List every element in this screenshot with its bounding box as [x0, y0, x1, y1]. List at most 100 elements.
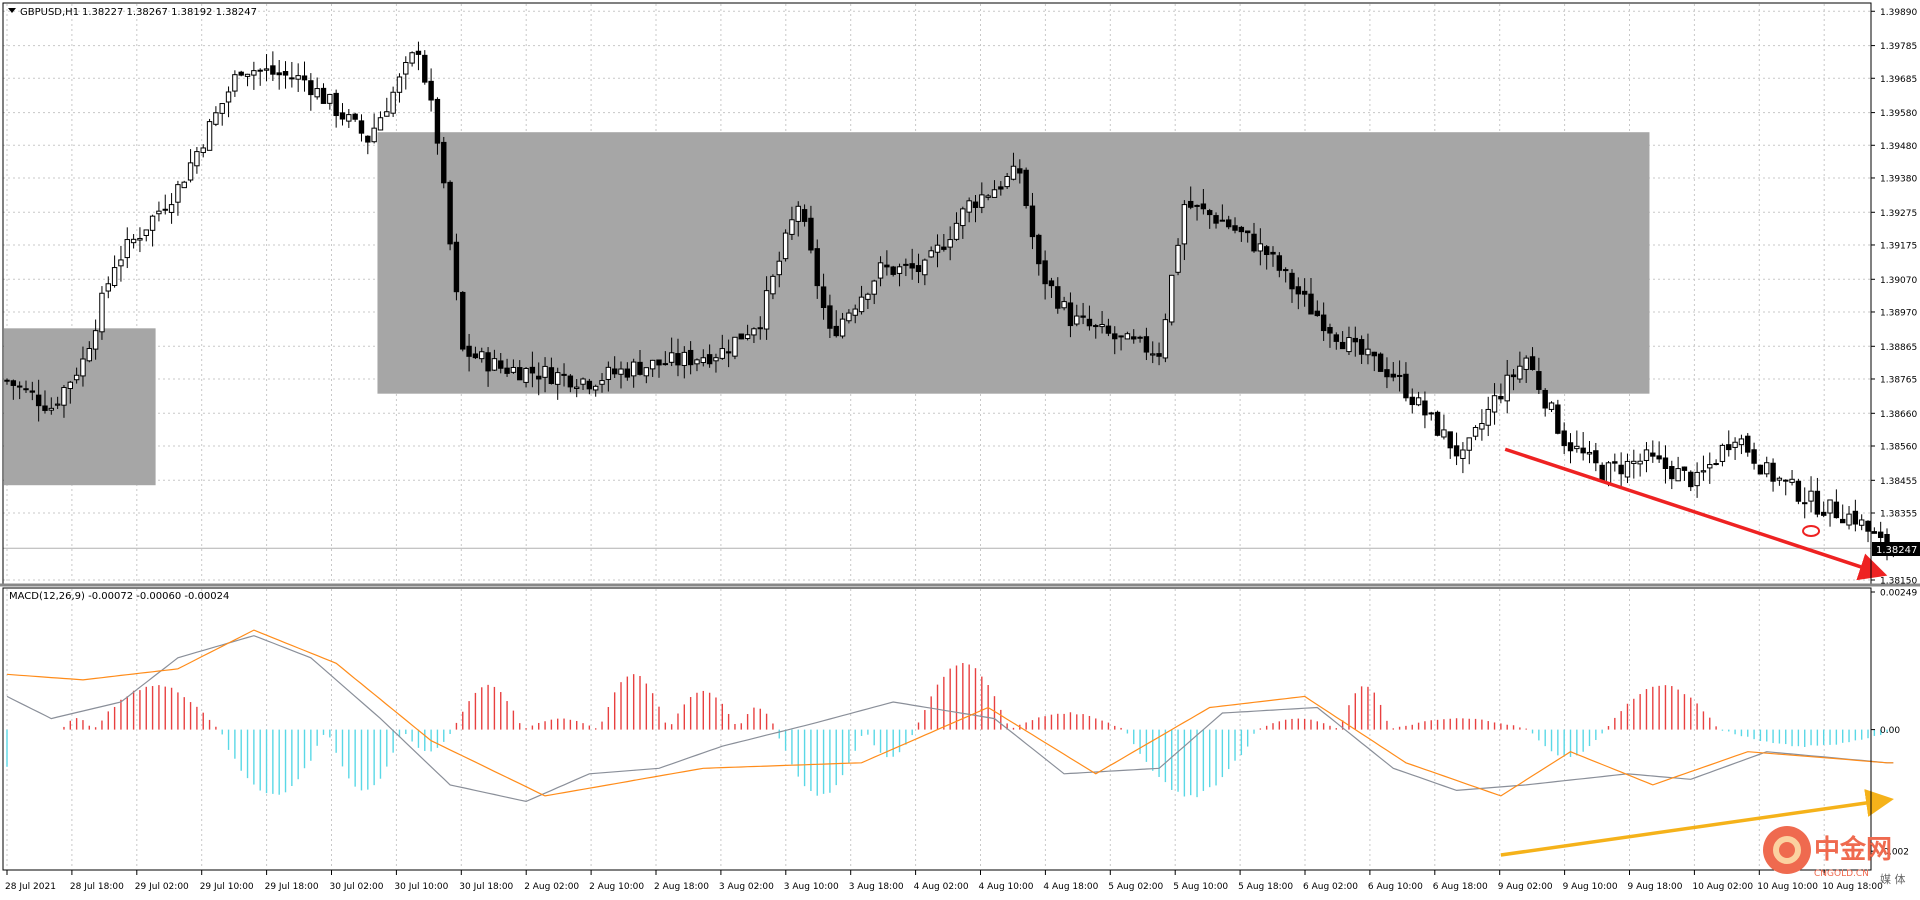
candle-bull — [928, 250, 934, 258]
candle-bear — [1599, 464, 1605, 481]
candle-bear — [16, 385, 23, 388]
candle-bull — [396, 76, 403, 93]
macd-line — [6, 635, 1894, 803]
time-tick-label: 29 Jul 18:00 — [265, 882, 319, 892]
time-tick-label: 3 Aug 02:00 — [719, 882, 774, 892]
candle-bull — [1624, 460, 1631, 478]
candle-bear — [1865, 520, 1871, 532]
candle-bull — [409, 52, 415, 64]
candle-bear — [1561, 430, 1567, 447]
price-tick-label: 1.39785 — [1880, 42, 1917, 52]
candle-bear — [972, 201, 979, 208]
watermark-logo-ring — [1773, 836, 1801, 864]
candle-bull — [782, 232, 789, 260]
candle-bear — [1301, 290, 1308, 295]
candle-bull — [789, 219, 795, 235]
candle-bear — [1238, 226, 1245, 233]
price-tick-label: 1.39380 — [1880, 174, 1917, 184]
candle-bear — [820, 286, 827, 309]
candle-bull — [200, 147, 206, 154]
watermark-logo-icon — [1763, 826, 1811, 874]
macd-pane-frame — [2, 587, 1872, 871]
chevron-down-icon[interactable] — [8, 8, 16, 13]
watermark-cn: 中金网 — [1814, 834, 1892, 865]
candle-bear — [1308, 293, 1314, 315]
candle-bear — [706, 354, 713, 365]
candle-bear — [1422, 400, 1428, 416]
candle-bull — [232, 74, 238, 92]
candle-bear — [1656, 455, 1662, 460]
candle-bear — [1529, 356, 1536, 370]
candle-bull — [846, 312, 852, 322]
price-tick-label: 1.39275 — [1880, 209, 1917, 219]
time-tick-label: 3 Aug 18:00 — [849, 882, 904, 892]
price-tick-label: 1.38765 — [1880, 375, 1917, 385]
price-tick-label: 1.38660 — [1880, 410, 1917, 420]
candle-bull — [947, 239, 953, 248]
candle-bear — [814, 248, 820, 287]
candle-bear — [567, 375, 574, 388]
candle-bull — [770, 275, 776, 295]
candle-bull — [257, 69, 263, 72]
candle-bull — [371, 127, 377, 143]
annotations — [1504, 447, 1888, 581]
candle-bull — [776, 260, 782, 276]
macd-panel — [6, 629, 1895, 857]
candle-bear — [1821, 511, 1827, 516]
candle-bull — [213, 112, 219, 125]
candle-bear — [1029, 205, 1036, 238]
candle-bear — [827, 305, 833, 329]
candle-bear — [1200, 203, 1207, 210]
candle-bear — [1320, 314, 1327, 332]
candle-bear — [1327, 327, 1333, 334]
candle-bear — [1333, 334, 1339, 342]
candle-bear — [301, 75, 308, 81]
price-tick-label: 1.38970 — [1880, 308, 1917, 318]
candle-bull — [23, 388, 29, 391]
candle-bull — [1548, 402, 1555, 410]
time-tick-label: 5 Aug 10:00 — [1173, 882, 1228, 892]
candle-bull — [1257, 243, 1264, 252]
candle-bull — [1479, 423, 1485, 430]
candle-bull — [1732, 441, 1738, 448]
price-tick-label: 1.39685 — [1880, 75, 1917, 85]
candle-bull — [263, 68, 270, 71]
candle-bull — [1061, 301, 1067, 309]
candle-bull — [865, 293, 871, 300]
time-tick-label: 29 Jul 02:00 — [135, 882, 189, 892]
candle-bear — [1814, 490, 1821, 515]
candle-bear — [1726, 444, 1732, 451]
macd-axis: 0.00249 0.00 -0.002 — [1871, 589, 1917, 858]
candle-bear — [1207, 210, 1213, 216]
candle-bull — [118, 259, 124, 267]
candle-bear — [289, 77, 295, 80]
candle-bear — [662, 363, 669, 366]
candle-bull — [574, 386, 580, 389]
time-tick-label: 5 Aug 18:00 — [1238, 882, 1293, 892]
candlesticks — [3, 41, 1897, 561]
candle-bear — [1662, 457, 1669, 470]
candle-bear — [238, 71, 244, 76]
candle-bear — [358, 120, 365, 134]
candle-bull — [1485, 408, 1491, 426]
candle-bear — [1871, 531, 1878, 534]
candle-bear — [1434, 411, 1441, 436]
candle-bear — [915, 265, 922, 273]
candle-bear — [35, 394, 42, 407]
candle-bull — [130, 238, 137, 244]
candle-bear — [656, 359, 662, 366]
candle-bear — [536, 375, 542, 380]
candle-bull — [1010, 165, 1017, 180]
candle-bear — [1428, 412, 1434, 415]
candle-bull — [1783, 479, 1789, 482]
candle-bear — [687, 349, 694, 366]
candle-bull — [1074, 315, 1080, 325]
price-axis: 1.39890 1.39785 1.39685 1.39580 1.39480 1.393… — [1871, 8, 1917, 587]
candle-bull — [1491, 395, 1498, 413]
candle-bear — [472, 353, 479, 359]
time-tick-label: 10 Aug 18:00 — [1822, 882, 1883, 892]
candle-bear — [725, 351, 732, 354]
candle-bear — [624, 368, 631, 378]
price-tick-label: 1.38560 — [1880, 442, 1917, 452]
candle-bear — [282, 71, 289, 76]
